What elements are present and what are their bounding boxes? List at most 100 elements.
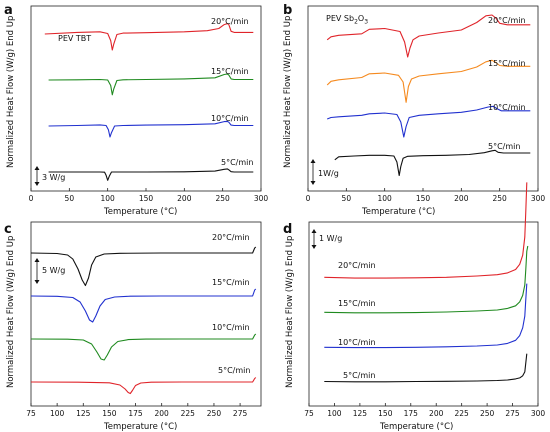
scale-bar-label-b: 1W/g — [318, 169, 339, 178]
x-tick-label-d-0: 75 — [304, 409, 314, 418]
rate-label-b-5: 5°C/min — [488, 142, 520, 151]
x-tick-label-d-4: 175 — [404, 409, 419, 418]
rate-label-b-10: 10°C/min — [488, 103, 526, 112]
rate-label-a-15: 15°C/min — [211, 67, 249, 76]
x-tick-label-a-2: 100 — [101, 194, 116, 203]
x-tick-label-a-1: 50 — [65, 194, 75, 203]
y-axis-label-a: Normalized Heat Flow (W/g) End Up — [6, 16, 16, 168]
scale-bar-c — [34, 258, 40, 284]
y-axis-label-c: Normalized Heat Flow (W/g) End Up — [6, 236, 16, 388]
x-tick-label-d-7: 250 — [480, 409, 495, 418]
series-line-d-1 — [324, 245, 529, 314]
x-tick-label-d-8: 275 — [505, 409, 520, 418]
panel-b: b 0 50 100 150 200 250 300 PEV Sb2O3 20°C/min … — [283, 3, 545, 217]
series-line-d-2 — [324, 283, 528, 349]
scale-bar-d — [311, 229, 317, 249]
rate-label-a-20: 20°C/min — [211, 17, 249, 26]
x-tick-label-c-3: 150 — [102, 409, 117, 418]
x-ticks-d: 75 100 125 150 175 200 225 250 275 300 — [304, 403, 545, 418]
series-group-d — [324, 182, 529, 383]
x-tick-label-b-6: 300 — [531, 194, 546, 203]
sample-label-b-main: PEV Sb — [326, 14, 354, 23]
x-tick-label-b-5: 250 — [493, 194, 508, 203]
panel-d: d 75 100 125 150 175 200 225 250 275 300 20°C/min… — [283, 182, 545, 432]
sample-label-b-mid: O — [358, 14, 364, 23]
x-ticks-b: 0 50 100 150 200 250 300 — [306, 188, 546, 203]
plot-frame-d — [308, 221, 539, 407]
rate-label-c-15: 15°C/min — [212, 278, 250, 287]
series-line-d-0 — [324, 182, 528, 279]
sample-label-b: PEV Sb2O3 — [326, 14, 368, 26]
x-tick-label-b-1: 50 — [342, 194, 352, 203]
x-ticks-c: 75 100 125 150 175 200 225 250 275 — [26, 403, 247, 418]
x-tick-label-c-2: 125 — [76, 409, 91, 418]
rate-label-d-15: 15°C/min — [338, 299, 376, 308]
series-line-a-2 — [48, 120, 254, 138]
sample-label-a: PEV TBT — [58, 34, 91, 43]
rate-label-c-10: 10°C/min — [212, 323, 250, 332]
x-tick-label-a-4: 200 — [177, 194, 192, 203]
rate-label-b-15: 15°C/min — [488, 59, 526, 68]
series-line-c-0 — [30, 246, 257, 287]
x-tick-label-a-6: 300 — [254, 194, 269, 203]
rate-label-d-5: 5°C/min — [343, 371, 375, 380]
x-tick-label-c-5: 200 — [155, 409, 170, 418]
sample-label-b-sub: 2 — [354, 19, 358, 26]
plot-frame-b — [307, 5, 539, 192]
x-tick-label-c-0: 75 — [26, 409, 36, 418]
series-line-c-2 — [30, 333, 257, 361]
x-tick-label-a-5: 250 — [216, 194, 231, 203]
series-group-b — [326, 14, 531, 177]
rate-label-a-5: 5°C/min — [221, 158, 253, 167]
x-tick-label-d-2: 125 — [353, 409, 368, 418]
x-tick-label-b-3: 150 — [416, 194, 431, 203]
series-line-a-0 — [44, 23, 254, 51]
x-tick-label-d-1: 100 — [327, 409, 342, 418]
x-axis-label-c: Temperature (°C) — [103, 422, 177, 432]
scale-bar-label-d: 1 W/g — [319, 234, 342, 243]
y-axis-label-b: Normalized Heat Flow (W/g) End Up — [283, 16, 293, 168]
x-tick-label-d-5: 200 — [429, 409, 444, 418]
scale-bar-a — [34, 166, 40, 186]
y-axis-label-d: Normalized Heat Flow (W/g) End Up — [285, 236, 295, 388]
x-axis-label-d: Temperature (°C) — [379, 422, 453, 432]
x-tick-label-d-3: 150 — [378, 409, 393, 418]
series-line-b-1 — [326, 59, 531, 103]
series-group-a — [44, 23, 254, 181]
x-tick-label-c-1: 100 — [50, 409, 65, 418]
x-tick-label-a-0: 0 — [29, 194, 34, 203]
scale-bar-label-a: 3 W/g — [42, 173, 65, 182]
series-line-a-1 — [48, 73, 254, 96]
x-ticks-a: 0 50 100 150 200 250 300 — [29, 188, 269, 203]
x-tick-label-b-2: 100 — [378, 194, 393, 203]
series-line-b-2 — [326, 105, 531, 138]
rate-label-a-10: 10°C/min — [211, 114, 249, 123]
rate-label-b-20: 20°C/min — [488, 16, 526, 25]
series-line-a-3 — [48, 168, 254, 181]
x-tick-label-c-8: 275 — [233, 409, 248, 418]
x-tick-label-c-4: 175 — [128, 409, 143, 418]
panel-letter-b: b — [283, 3, 292, 18]
rate-label-c-20: 20°C/min — [212, 233, 250, 242]
plot-frame-c — [30, 221, 262, 407]
x-tick-label-d-6: 225 — [455, 409, 470, 418]
x-axis-label-b: Temperature (°C) — [361, 207, 435, 217]
scale-bar-b — [310, 159, 316, 185]
series-line-b-3 — [334, 149, 531, 177]
panel-a: a 0 50 100 150 200 250 300 PEV TBT 20°C/min 15… — [4, 3, 268, 217]
panel-letter-d: d — [283, 222, 292, 237]
x-tick-label-c-7: 250 — [207, 409, 222, 418]
x-tick-label-a-3: 150 — [139, 194, 154, 203]
sample-label-b-sub2: 3 — [364, 19, 368, 26]
panel-c: c 75 100 125 150 175 200 225 250 275 20°C/min 15… — [4, 221, 262, 432]
series-group-c — [30, 246, 257, 395]
scale-bar-label-c: 5 W/g — [42, 266, 65, 275]
panel-letter-c: c — [4, 222, 12, 237]
x-tick-label-d-9: 300 — [531, 409, 546, 418]
rate-label-d-20: 20°C/min — [338, 261, 376, 270]
series-line-c-3 — [30, 377, 257, 395]
x-tick-label-c-6: 225 — [181, 409, 196, 418]
series-line-d-3 — [324, 353, 528, 383]
rate-label-c-5: 5°C/min — [218, 366, 250, 375]
